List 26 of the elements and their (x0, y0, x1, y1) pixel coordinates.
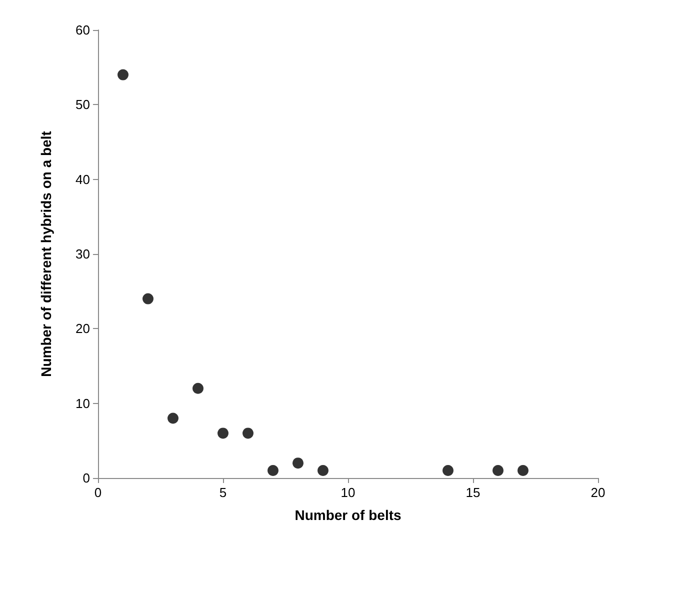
y-tick-label: 30 (76, 246, 90, 262)
x-tick-label: 10 (340, 485, 356, 500)
point (192, 382, 204, 394)
point (518, 465, 528, 476)
point (492, 465, 504, 476)
point (292, 458, 304, 469)
point (118, 69, 128, 80)
x-tick-label: 20 (590, 485, 606, 500)
y-tick-label: 0 (82, 470, 90, 486)
y-axis-title: Number of different hybrids on a belt (38, 130, 54, 377)
x-axis-title: Number of belts (294, 507, 402, 523)
x-tick-label: 5 (219, 485, 227, 500)
point (142, 293, 154, 304)
y-tick-label: 10 (76, 396, 90, 411)
point (442, 465, 454, 476)
point (268, 465, 278, 476)
y-tick-label: 60 (76, 22, 90, 38)
point (242, 428, 254, 439)
point (218, 428, 228, 439)
x-tick-label: 15 (466, 485, 480, 500)
point (168, 412, 178, 424)
x-tick-label: 0 (94, 485, 102, 500)
point (318, 465, 328, 476)
y-tick-label: 50 (76, 97, 90, 112)
y-tick-label: 20 (76, 321, 90, 336)
y-tick-label: 40 (76, 172, 90, 187)
